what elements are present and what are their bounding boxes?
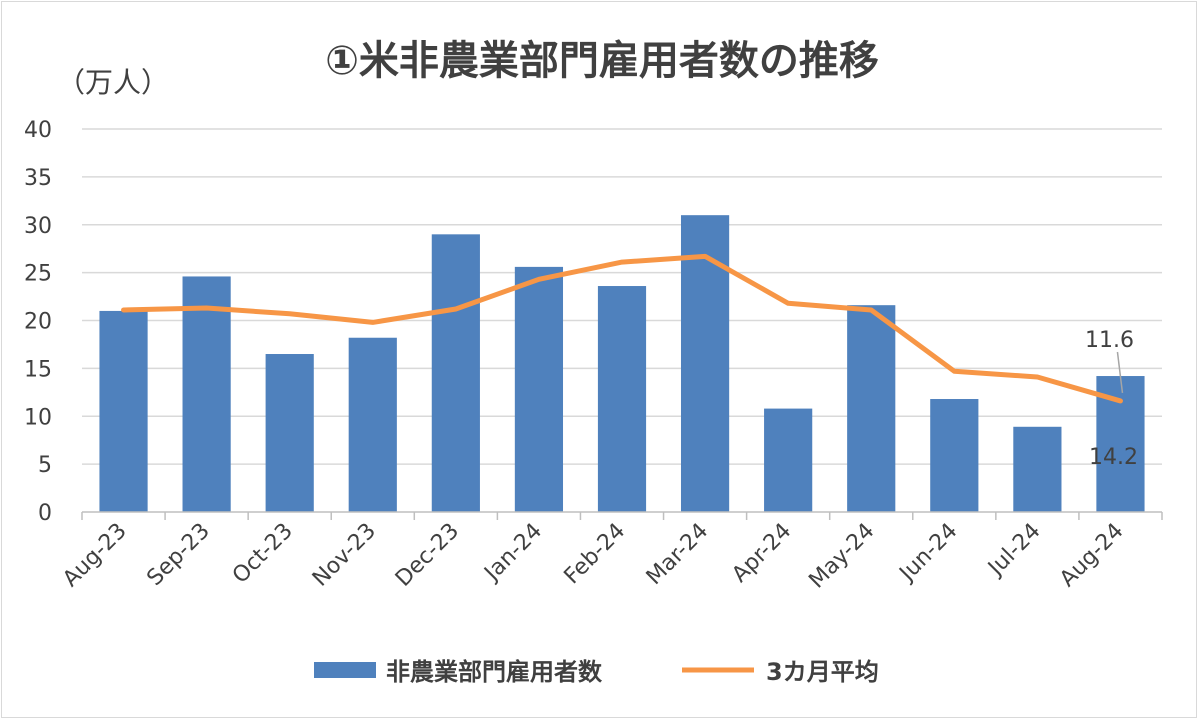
bar (265, 354, 314, 512)
x-tick-label: Dec-23 (391, 519, 464, 592)
y-tick-label: 25 (24, 262, 52, 287)
x-tick-label: Aug-24 (1055, 519, 1128, 592)
x-tick-label: Mar-24 (642, 519, 713, 590)
y-tick-label: 40 (24, 118, 52, 143)
y-axis-ticks: 0 5 10 15 20 25 30 35 40 (24, 118, 52, 526)
x-tick-label: Nov-23 (308, 519, 381, 592)
line-3m-average (121, 253, 1123, 404)
data-labels: 11.6 14.2 (1085, 328, 1138, 470)
legend-label-bars: 非農業部門雇用者数 (386, 658, 603, 686)
chart-title: ①米非農業部門雇用者数の推移 (325, 38, 879, 84)
legend: 非農業部門雇用者数 3カ月平均 (314, 658, 879, 686)
y-tick-label: 20 (24, 310, 52, 335)
legend-label-line: 3カ月平均 (766, 658, 879, 686)
bar (847, 305, 896, 512)
y-tick-label: 0 (38, 501, 52, 526)
bar (1013, 426, 1062, 512)
bar (514, 266, 564, 512)
x-tick-label: Sep-23 (142, 519, 214, 591)
bar (597, 286, 647, 512)
x-tick-label: Oct-23 (228, 519, 298, 589)
data-label-line-aug-24: 11.6 (1085, 328, 1134, 353)
bar (431, 234, 480, 512)
x-axis (81, 511, 1163, 520)
x-tick-label: Jul-24 (982, 519, 1045, 582)
data-label-bar-aug-24: 14.2 (1089, 445, 1138, 470)
x-tick-label: Feb-24 (560, 519, 631, 590)
data-label-leader (1116, 351, 1124, 394)
bar (348, 337, 397, 512)
y-tick-label: 5 (38, 453, 52, 478)
line-series (121, 253, 1123, 404)
x-tick-label: May-24 (804, 519, 879, 594)
x-tick-label: Aug-23 (58, 519, 131, 592)
bar (182, 276, 231, 512)
x-tick-label: Jun-24 (894, 519, 963, 588)
x-tick-label: Apr-24 (727, 519, 796, 588)
y-tick-label: 35 (24, 166, 52, 191)
y-tick-label: 30 (24, 214, 52, 239)
bar-series (99, 215, 1145, 513)
bar (930, 399, 979, 512)
legend-swatch-bars (314, 662, 376, 678)
x-axis-ticks: Aug-23 Sep-23 Oct-23 Nov-23 Dec-23 Jan-24 Feb-… (58, 519, 1128, 594)
y-tick-label: 10 (24, 405, 52, 430)
bar (99, 310, 148, 512)
bar (764, 408, 813, 512)
x-tick-label: Jan-24 (479, 519, 547, 587)
y-tick-label: 15 (24, 357, 52, 382)
y-unit-label: （万人） (57, 66, 169, 99)
